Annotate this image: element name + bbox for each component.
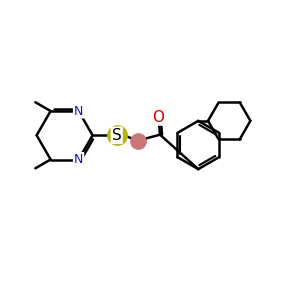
Text: N: N <box>74 153 83 166</box>
Text: S: S <box>112 128 122 143</box>
Text: O: O <box>152 110 164 124</box>
Text: N: N <box>74 105 83 118</box>
